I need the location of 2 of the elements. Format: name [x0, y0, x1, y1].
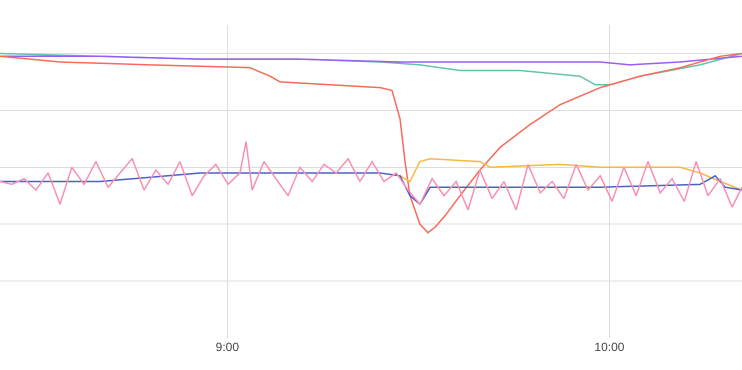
x-tick-label: 9:00 [216, 340, 240, 354]
x-tick-label: 10:00 [594, 340, 625, 354]
